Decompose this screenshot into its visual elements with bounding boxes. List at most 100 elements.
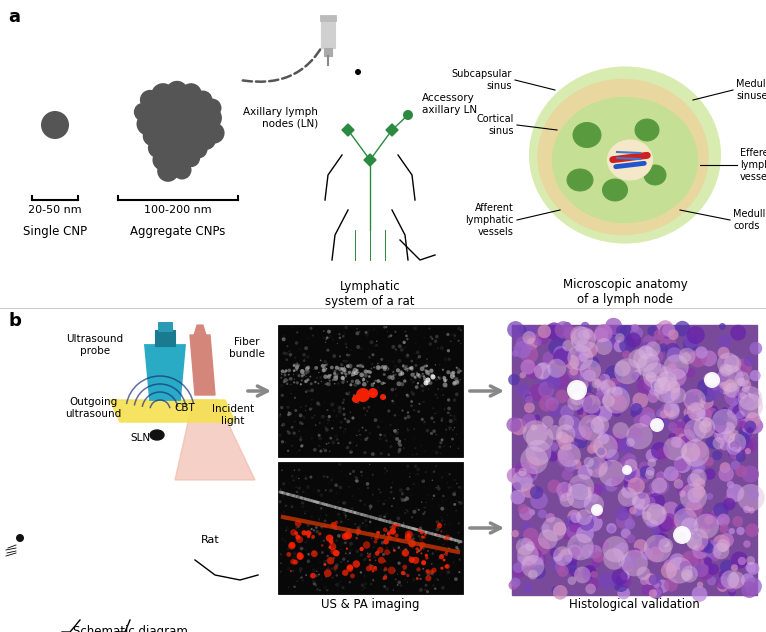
Circle shape	[521, 556, 533, 568]
Circle shape	[449, 419, 453, 423]
Circle shape	[513, 562, 523, 573]
Circle shape	[427, 574, 428, 575]
Circle shape	[352, 494, 355, 497]
Circle shape	[558, 434, 574, 451]
Circle shape	[337, 442, 339, 444]
Circle shape	[334, 506, 337, 509]
Circle shape	[401, 372, 404, 375]
Circle shape	[394, 532, 395, 533]
Circle shape	[732, 516, 743, 527]
Circle shape	[281, 528, 283, 529]
Circle shape	[316, 530, 319, 533]
Circle shape	[283, 516, 287, 520]
Circle shape	[329, 543, 336, 550]
Circle shape	[668, 381, 680, 393]
Circle shape	[327, 418, 330, 422]
Circle shape	[285, 530, 287, 532]
Circle shape	[294, 495, 297, 498]
Circle shape	[626, 438, 635, 447]
Circle shape	[450, 537, 453, 538]
Circle shape	[737, 484, 764, 511]
Circle shape	[447, 449, 449, 451]
Circle shape	[343, 511, 346, 514]
Circle shape	[314, 491, 316, 492]
Circle shape	[368, 532, 372, 535]
Circle shape	[280, 406, 283, 410]
Circle shape	[617, 542, 627, 553]
Circle shape	[709, 441, 719, 449]
Circle shape	[367, 381, 368, 382]
Circle shape	[730, 441, 740, 450]
Circle shape	[388, 375, 391, 379]
Circle shape	[579, 516, 594, 531]
Circle shape	[356, 365, 359, 367]
Circle shape	[430, 336, 432, 338]
Circle shape	[421, 418, 424, 421]
Circle shape	[332, 505, 336, 508]
Circle shape	[281, 353, 283, 355]
Circle shape	[507, 321, 524, 338]
Circle shape	[298, 495, 300, 499]
Circle shape	[407, 370, 408, 372]
Circle shape	[411, 404, 413, 407]
Circle shape	[445, 428, 447, 431]
Circle shape	[637, 567, 650, 580]
Circle shape	[309, 327, 313, 330]
Circle shape	[389, 445, 393, 448]
Circle shape	[693, 561, 709, 577]
Circle shape	[303, 490, 305, 493]
Circle shape	[459, 501, 463, 505]
Circle shape	[369, 523, 371, 524]
Circle shape	[301, 497, 304, 500]
Circle shape	[407, 411, 409, 413]
Circle shape	[728, 451, 735, 458]
Circle shape	[725, 382, 740, 398]
Circle shape	[632, 492, 650, 510]
Circle shape	[687, 520, 696, 529]
Circle shape	[348, 363, 352, 368]
Circle shape	[663, 401, 679, 417]
Circle shape	[517, 556, 525, 564]
Circle shape	[713, 423, 725, 435]
Circle shape	[341, 376, 345, 380]
Circle shape	[550, 548, 559, 557]
Circle shape	[578, 352, 588, 362]
Circle shape	[342, 374, 344, 376]
Circle shape	[653, 377, 670, 394]
Circle shape	[151, 83, 175, 107]
Circle shape	[628, 349, 648, 368]
Circle shape	[352, 470, 355, 473]
Circle shape	[371, 516, 373, 519]
Circle shape	[621, 550, 648, 576]
Circle shape	[717, 514, 730, 526]
Circle shape	[297, 475, 299, 476]
Circle shape	[738, 438, 753, 453]
Circle shape	[692, 403, 700, 411]
Circle shape	[356, 345, 360, 349]
Circle shape	[416, 351, 420, 354]
Circle shape	[569, 382, 585, 398]
Circle shape	[332, 438, 336, 441]
Circle shape	[631, 372, 640, 381]
Circle shape	[286, 358, 288, 361]
Circle shape	[611, 393, 621, 404]
Circle shape	[548, 404, 562, 418]
Circle shape	[368, 370, 372, 374]
Circle shape	[447, 570, 450, 574]
Circle shape	[558, 415, 574, 430]
Circle shape	[738, 425, 753, 439]
Circle shape	[640, 407, 654, 422]
Circle shape	[334, 527, 337, 530]
Circle shape	[712, 543, 729, 559]
Circle shape	[385, 587, 389, 591]
Circle shape	[686, 402, 698, 415]
Circle shape	[294, 590, 296, 592]
Circle shape	[561, 482, 578, 498]
Circle shape	[324, 364, 326, 367]
Circle shape	[286, 492, 289, 495]
Circle shape	[747, 562, 759, 574]
Circle shape	[335, 366, 339, 370]
Circle shape	[334, 483, 338, 487]
Circle shape	[378, 557, 385, 564]
Circle shape	[588, 356, 599, 367]
